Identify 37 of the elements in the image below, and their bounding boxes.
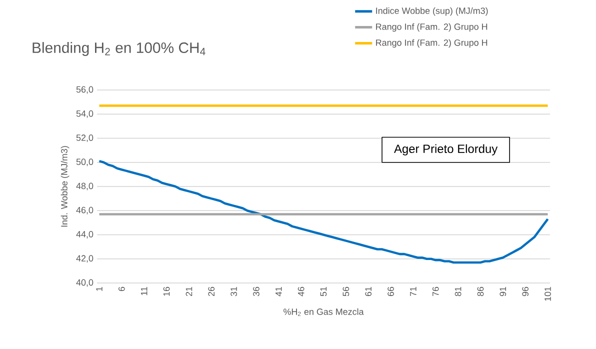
chart-title: Blending H$_{2}$ en 100% CH$_{4}$ [32, 42, 206, 56]
x-tick-label: 56 [342, 286, 350, 296]
x-tick-label: 6 [118, 286, 125, 292]
y-tick-label: 46,0 [76, 206, 94, 214]
x-tick-label: 81 [454, 286, 462, 296]
x-tick-label: 66 [388, 286, 394, 296]
x-tick-label: 41 [276, 286, 282, 296]
y-axis-title: Ind. Wobbe (MJ/m3) [60, 146, 70, 227]
x-tick-label: 71 [410, 286, 416, 296]
x-axis-title: %H$_{2}$ en Gas Mezcla [284, 308, 364, 316]
x-tick-label: 21 [186, 286, 192, 296]
y-tick-label: 44,0 [76, 231, 94, 238]
y-tick-label: 48,0 [76, 182, 94, 190]
x-tick-label: 26 [208, 286, 215, 296]
y-tick-label: 52,0 [76, 134, 94, 142]
legend-label: Rango Inf (Fam. 2) Grupo H [376, 39, 488, 48]
x-tick-label: 1 [96, 286, 102, 291]
y-tick-label: 56,0 [76, 86, 94, 94]
y-tick-label: 42,0 [76, 255, 94, 263]
x-tick-label: 31 [230, 286, 237, 296]
legend-label: Rango Inf (Fam. 2) Grupo H [376, 23, 488, 32]
x-tick-label: 101 [544, 286, 551, 301]
x-tick-label: 76 [432, 286, 439, 296]
x-tick-label: 46 [298, 286, 304, 296]
y-tick-label: 50,0 [76, 158, 94, 166]
x-tick-label: 86 [477, 286, 484, 296]
x-tick-label: 91 [500, 286, 506, 296]
x-tick-label: 96 [522, 286, 529, 296]
y-tick-label: 40,0 [76, 279, 94, 287]
y-tick-label: 54,0 [76, 110, 94, 118]
legend-label: Indice Wobbe (sup) (MJ/m3) [376, 7, 488, 16]
x-tick-label: 51 [320, 286, 327, 296]
annotation: Ager Prieto Elorduy [394, 144, 498, 156]
x-tick-label: 16 [163, 286, 170, 296]
x-tick-label: 11 [141, 286, 148, 296]
x-tick-label: 61 [365, 286, 372, 296]
x-tick-label: 36 [253, 286, 260, 296]
